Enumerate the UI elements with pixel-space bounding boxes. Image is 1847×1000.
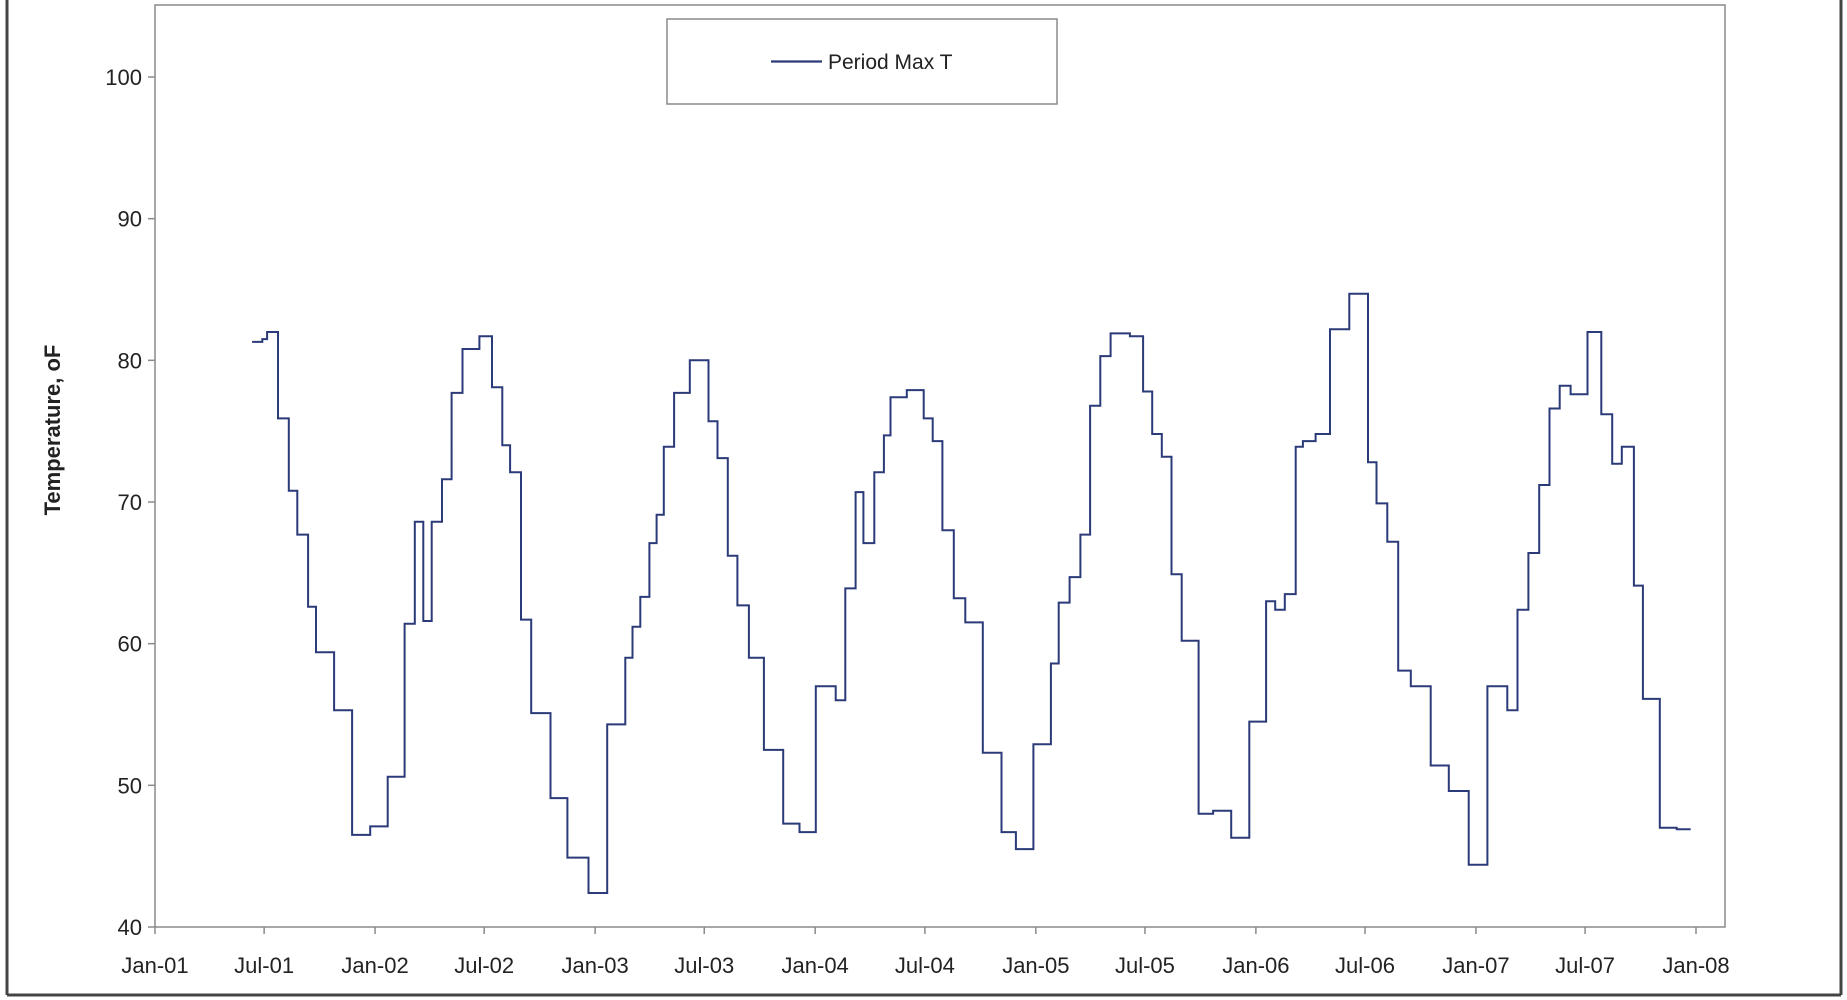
x-axis-ticks: Jan-01 Jul-01 Jan-02 Jul-02 Jan-03 Jul-03 Jan-… (121, 927, 1730, 978)
y-axis-ticks: 40 50 60 70 80 90 100 (105, 65, 155, 940)
series-group (252, 292, 1691, 894)
x-tick-label: Jan-06 (1222, 953, 1289, 978)
legend-entry-label: Period Max T (828, 51, 953, 74)
y-tick-label: 60 (118, 632, 142, 657)
legend: Period Max T (666, 18, 1058, 105)
x-tick-label: Jan-08 (1662, 953, 1729, 978)
x-tick-label: Jul-02 (454, 953, 514, 978)
x-tick-label: Jul-04 (895, 953, 955, 978)
x-tick-label: Jul-01 (234, 953, 294, 978)
y-tick-label: 50 (118, 773, 142, 798)
x-tick-label: Jul-03 (674, 953, 734, 978)
x-tick-label: Jan-04 (782, 953, 849, 978)
y-tick-label: 70 (118, 490, 142, 515)
y-tick-label: 100 (105, 65, 142, 90)
x-tick-label: Jan-01 (121, 953, 188, 978)
x-tick-label: Jul-07 (1555, 953, 1615, 978)
plot-area (154, 4, 1726, 928)
x-tick-label: Jan-05 (1002, 953, 1069, 978)
x-tick-label: Jul-06 (1335, 953, 1395, 978)
y-tick-label: 80 (118, 348, 142, 373)
series-line (252, 292, 1691, 894)
x-tick-label: Jan-03 (561, 953, 628, 978)
y-tick-label: 90 (118, 207, 142, 232)
legend-box (666, 18, 1058, 105)
y-tick-label: 40 (118, 915, 142, 940)
x-tick-label: Jul-05 (1115, 953, 1175, 978)
x-tick-label: Jan-02 (341, 953, 408, 978)
x-tick-label: Jan-07 (1442, 953, 1509, 978)
y-axis-label: Temperature, oF (40, 345, 65, 516)
